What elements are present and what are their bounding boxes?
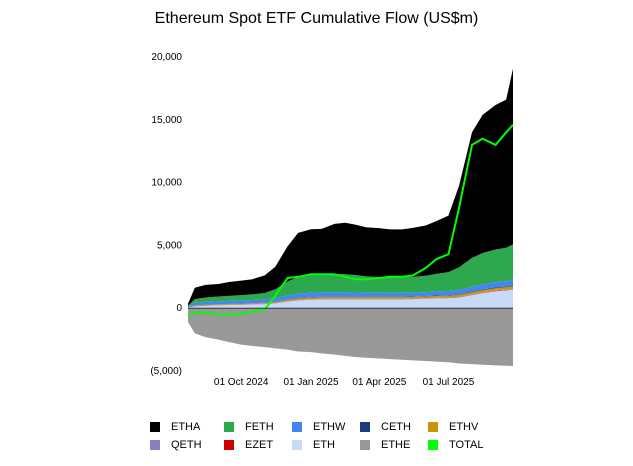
legend-item-etha: ETHA (150, 421, 224, 433)
x-tick-label: 01 Jul 2025 (423, 377, 475, 388)
legend-row: ETHA FETH ETHW CETH ETHV (150, 418, 510, 436)
area-etha (188, 68, 513, 306)
legend-item-ethe: ETHE (360, 439, 428, 451)
legend-swatch (224, 422, 234, 432)
series-lines (187, 124, 514, 317)
x-tick-label: 01 Apr 2025 (352, 377, 406, 388)
legend-item-ethv: ETHV (428, 421, 496, 433)
legend-swatch (224, 440, 234, 450)
chart-plot: 20,000 15,000 10,000 5,000 0 (5,000) 01 Oct 20… (150, 52, 514, 388)
legend-label: CETH (381, 421, 411, 433)
legend-item-ceth: CETH (360, 421, 428, 433)
x-tick-label: 01 Jan 2025 (283, 377, 338, 388)
y-tick-label: (5,000) (150, 366, 182, 377)
series-areas (188, 68, 513, 366)
y-tick-label: 15,000 (151, 115, 182, 126)
legend-label: TOTAL (449, 439, 484, 451)
legend: ETHA FETH ETHW CETH ETHV QETH EZET ETH ETHE TOTAL (150, 418, 510, 454)
area-eth (188, 289, 513, 309)
legend-swatch (428, 422, 438, 432)
legend-swatch (428, 440, 438, 450)
axes: 20,000 15,000 10,000 5,000 0 (5,000) 01 Oct 20… (150, 52, 513, 388)
chart-title: Ethereum Spot ETF Cumulative Flow (US$m) (154, 10, 479, 27)
y-tick-label: 20,000 (151, 52, 182, 63)
legend-item-total: TOTAL (428, 439, 496, 451)
legend-label: EZET (245, 439, 274, 451)
line-total (187, 124, 514, 317)
legend-swatch (292, 422, 302, 432)
legend-label: ETH (313, 439, 335, 451)
area-feth (188, 244, 513, 307)
legend-swatch (360, 422, 370, 432)
y-tick-label: 10,000 (151, 178, 182, 189)
x-tick-label: 01 Oct 2024 (214, 377, 269, 388)
area-ethv (188, 285, 513, 308)
legend-label: ETHW (313, 421, 346, 433)
legend-swatch (360, 440, 370, 450)
legend-item-ezet: EZET (224, 439, 292, 451)
legend-item-ethw: ETHW (292, 421, 360, 433)
legend-item-eth: ETH (292, 439, 360, 451)
legend-label: ETHE (381, 439, 411, 451)
y-tick-label: 0 (176, 303, 182, 314)
legend-label: ETHA (171, 421, 201, 433)
legend-item-feth: FETH (224, 421, 292, 433)
legend-row: QETH EZET ETH ETHE TOTAL (150, 436, 510, 454)
legend-label: QETH (171, 439, 202, 451)
legend-swatch (150, 422, 160, 432)
legend-item-qeth: QETH (150, 439, 224, 451)
y-tick-label: 5,000 (157, 240, 182, 251)
area-ethe (188, 308, 513, 366)
legend-label: ETHV (449, 421, 479, 433)
legend-label: FETH (245, 421, 274, 433)
area-ethw (188, 279, 513, 308)
legend-swatch (292, 440, 302, 450)
legend-swatch (150, 440, 160, 450)
